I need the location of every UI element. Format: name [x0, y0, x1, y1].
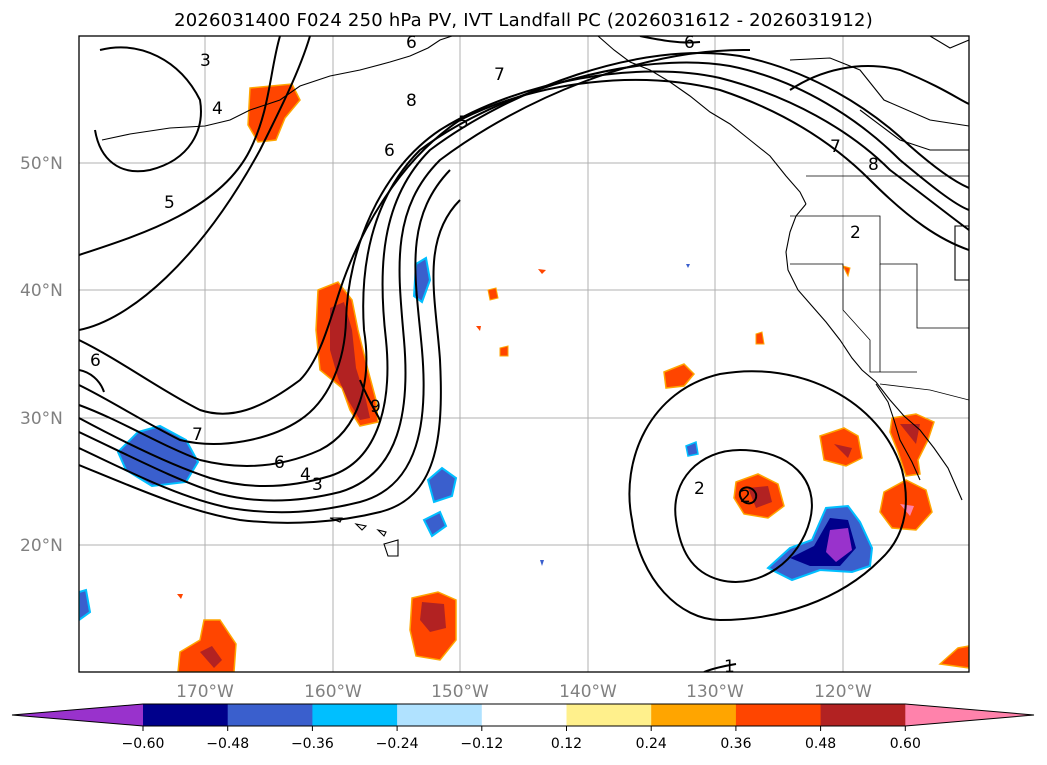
lon-label: 130°W	[686, 682, 744, 702]
lat-label: 20°N	[20, 536, 63, 556]
colorbar-extend-min	[12, 704, 143, 726]
contour-label: 6	[384, 141, 395, 161]
lon-label: 140°W	[559, 682, 617, 702]
colorbar-tick-label: 0.12	[551, 736, 582, 752]
contour-label: 7	[192, 425, 203, 445]
lon-label: 160°W	[304, 682, 362, 702]
contour-label: 6	[274, 453, 285, 473]
contour-label: 4	[300, 465, 311, 485]
contour-label: 1	[724, 657, 735, 677]
pv-contours	[79, 36, 969, 672]
colorbar-tick-label: −0.48	[206, 736, 249, 752]
colorbar-segment	[735, 704, 822, 726]
colorbar-segment	[397, 704, 483, 726]
lat-label: 40°N	[20, 281, 63, 301]
colorbar-segment	[481, 704, 567, 726]
map-frame	[78, 35, 970, 673]
negative-anomaly-blobs	[79, 256, 874, 622]
lon-label: 150°W	[431, 682, 489, 702]
colorbar-segment	[312, 704, 398, 726]
contour-label: 5	[164, 193, 175, 213]
lon-label: 120°W	[814, 682, 872, 702]
contour-label: 5	[458, 113, 469, 133]
map-panel	[79, 36, 969, 672]
colorbar-segment	[566, 704, 652, 726]
contour-label: 2	[850, 223, 861, 243]
colorbar-segment	[820, 704, 906, 726]
colorbar-tick-label: −0.36	[291, 736, 334, 752]
lon-label: 170°W	[176, 682, 234, 702]
gridlines	[79, 36, 969, 672]
contour-labels: 3 4 5 6 7 8 6 6 5 7 8 2 6 7 6 4 3 9 2 2 …	[90, 33, 879, 677]
contour-label: 8	[868, 155, 879, 175]
contour-label: 7	[830, 137, 841, 157]
contour-label: 6	[406, 33, 417, 53]
lat-label: 30°N	[20, 409, 63, 429]
colorbar-tick-label: −0.24	[376, 736, 419, 752]
colorbar-tick-label: 0.60	[890, 736, 921, 752]
colorbar-segment	[227, 704, 313, 726]
contour-label: 8	[406, 91, 417, 111]
colorbar-tick-label: −0.12	[460, 736, 503, 752]
longitude-labels: 170°W 160°W 150°W 140°W 130°W 120°W	[176, 682, 872, 702]
colorbar-extend-max	[905, 704, 1034, 726]
colorbar-tick-label: 0.48	[805, 736, 836, 752]
colorbar-tick-label: 0.36	[720, 736, 751, 752]
lat-label: 50°N	[20, 154, 63, 174]
latitude-labels: 50°N 40°N 30°N 20°N	[20, 154, 63, 556]
contour-label: 6	[684, 33, 695, 53]
contour-label: 7	[494, 65, 505, 85]
contour-label: 2	[694, 479, 705, 499]
colorbar-segment	[651, 704, 737, 726]
colorbar-tick-label: −0.60	[122, 736, 165, 752]
colorbar: −0.60 −0.48 −0.36 −0.24 −0.12 0.12 0.24 0.36 0.4…	[11, 703, 1035, 752]
contour-label: 3	[200, 51, 211, 71]
contour-label: 6	[90, 351, 101, 371]
contour-label: 4	[212, 99, 223, 119]
coastlines	[101, 36, 969, 557]
contour-label: 3	[312, 475, 323, 495]
map-title: 2026031400 F024 250 hPa PV, IVT Landfall…	[174, 10, 873, 31]
colorbar-tick-label: 0.24	[636, 736, 667, 752]
colorbar-segment	[143, 704, 229, 726]
contour-label: 2	[740, 487, 751, 507]
contour-label: 9	[370, 397, 381, 417]
